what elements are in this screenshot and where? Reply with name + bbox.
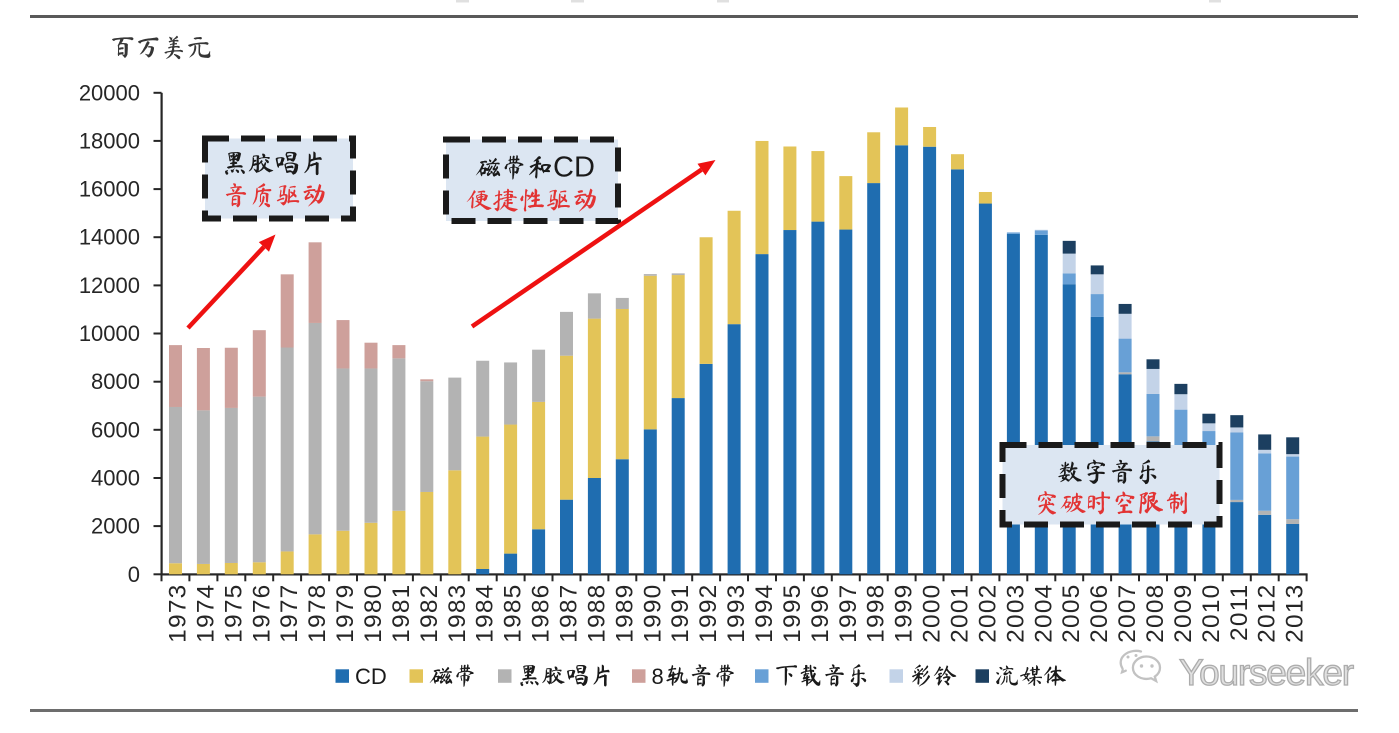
svg-text:8000: 8000	[91, 369, 140, 394]
svg-text:2000: 2000	[919, 584, 946, 643]
svg-text:1980: 1980	[360, 584, 387, 643]
svg-text:Yourseeker: Yourseeker	[1179, 652, 1354, 693]
svg-text:1984: 1984	[472, 584, 499, 643]
svg-text:1977: 1977	[276, 584, 303, 643]
svg-text:2013: 2013	[1282, 584, 1309, 643]
svg-text:2009: 2009	[1170, 584, 1197, 643]
svg-text:1975: 1975	[220, 584, 247, 643]
svg-text:1988: 1988	[583, 584, 610, 643]
svg-text:2006: 2006	[1086, 584, 1113, 643]
svg-text:1983: 1983	[444, 584, 471, 643]
svg-text:1993: 1993	[723, 584, 750, 643]
svg-text:1986: 1986	[528, 584, 555, 643]
svg-text:0: 0	[128, 562, 140, 587]
svg-text:14000: 14000	[79, 225, 140, 250]
svg-text:1990: 1990	[639, 584, 666, 643]
svg-text:12000: 12000	[79, 273, 140, 298]
svg-text:1997: 1997	[835, 584, 862, 643]
svg-text:2007: 2007	[1114, 584, 1141, 643]
svg-text:1994: 1994	[751, 584, 778, 643]
svg-text:2008: 2008	[1142, 584, 1169, 643]
svg-text:1987: 1987	[556, 584, 583, 643]
svg-text:1991: 1991	[667, 584, 694, 643]
svg-text:1999: 1999	[891, 584, 918, 643]
svg-text:2002: 2002	[974, 584, 1001, 643]
svg-text:1978: 1978	[304, 584, 331, 643]
svg-text:1998: 1998	[863, 584, 890, 643]
svg-text:8: 8	[652, 664, 664, 689]
svg-text:CD: CD	[553, 152, 595, 184]
svg-text:2004: 2004	[1030, 584, 1057, 643]
svg-text:16000: 16000	[79, 177, 140, 202]
svg-text:1974: 1974	[192, 584, 219, 643]
svg-text:1979: 1979	[332, 584, 359, 643]
svg-text:1985: 1985	[500, 584, 527, 643]
svg-text:2010: 2010	[1198, 584, 1225, 643]
svg-text:1992: 1992	[695, 584, 722, 643]
svg-text:2005: 2005	[1058, 584, 1085, 643]
svg-text:4000: 4000	[91, 466, 140, 491]
svg-text:2003: 2003	[1002, 584, 1029, 643]
svg-text:6000: 6000	[91, 417, 140, 442]
svg-text:18000: 18000	[79, 128, 140, 153]
svg-text:2012: 2012	[1254, 584, 1281, 643]
svg-text:2000: 2000	[91, 514, 140, 539]
svg-text:2011: 2011	[1226, 584, 1253, 642]
svg-text:2001: 2001	[947, 584, 974, 643]
svg-text:1981: 1981	[388, 584, 415, 643]
svg-text:1973: 1973	[165, 584, 192, 643]
svg-text:1995: 1995	[779, 584, 806, 643]
svg-text:CD: CD	[355, 664, 387, 689]
svg-text:1996: 1996	[807, 584, 834, 643]
svg-text:1982: 1982	[416, 584, 443, 643]
svg-text:20000: 20000	[79, 80, 140, 105]
svg-text:10000: 10000	[79, 321, 140, 346]
svg-text:1989: 1989	[611, 584, 638, 643]
svg-text:1976: 1976	[248, 584, 275, 643]
